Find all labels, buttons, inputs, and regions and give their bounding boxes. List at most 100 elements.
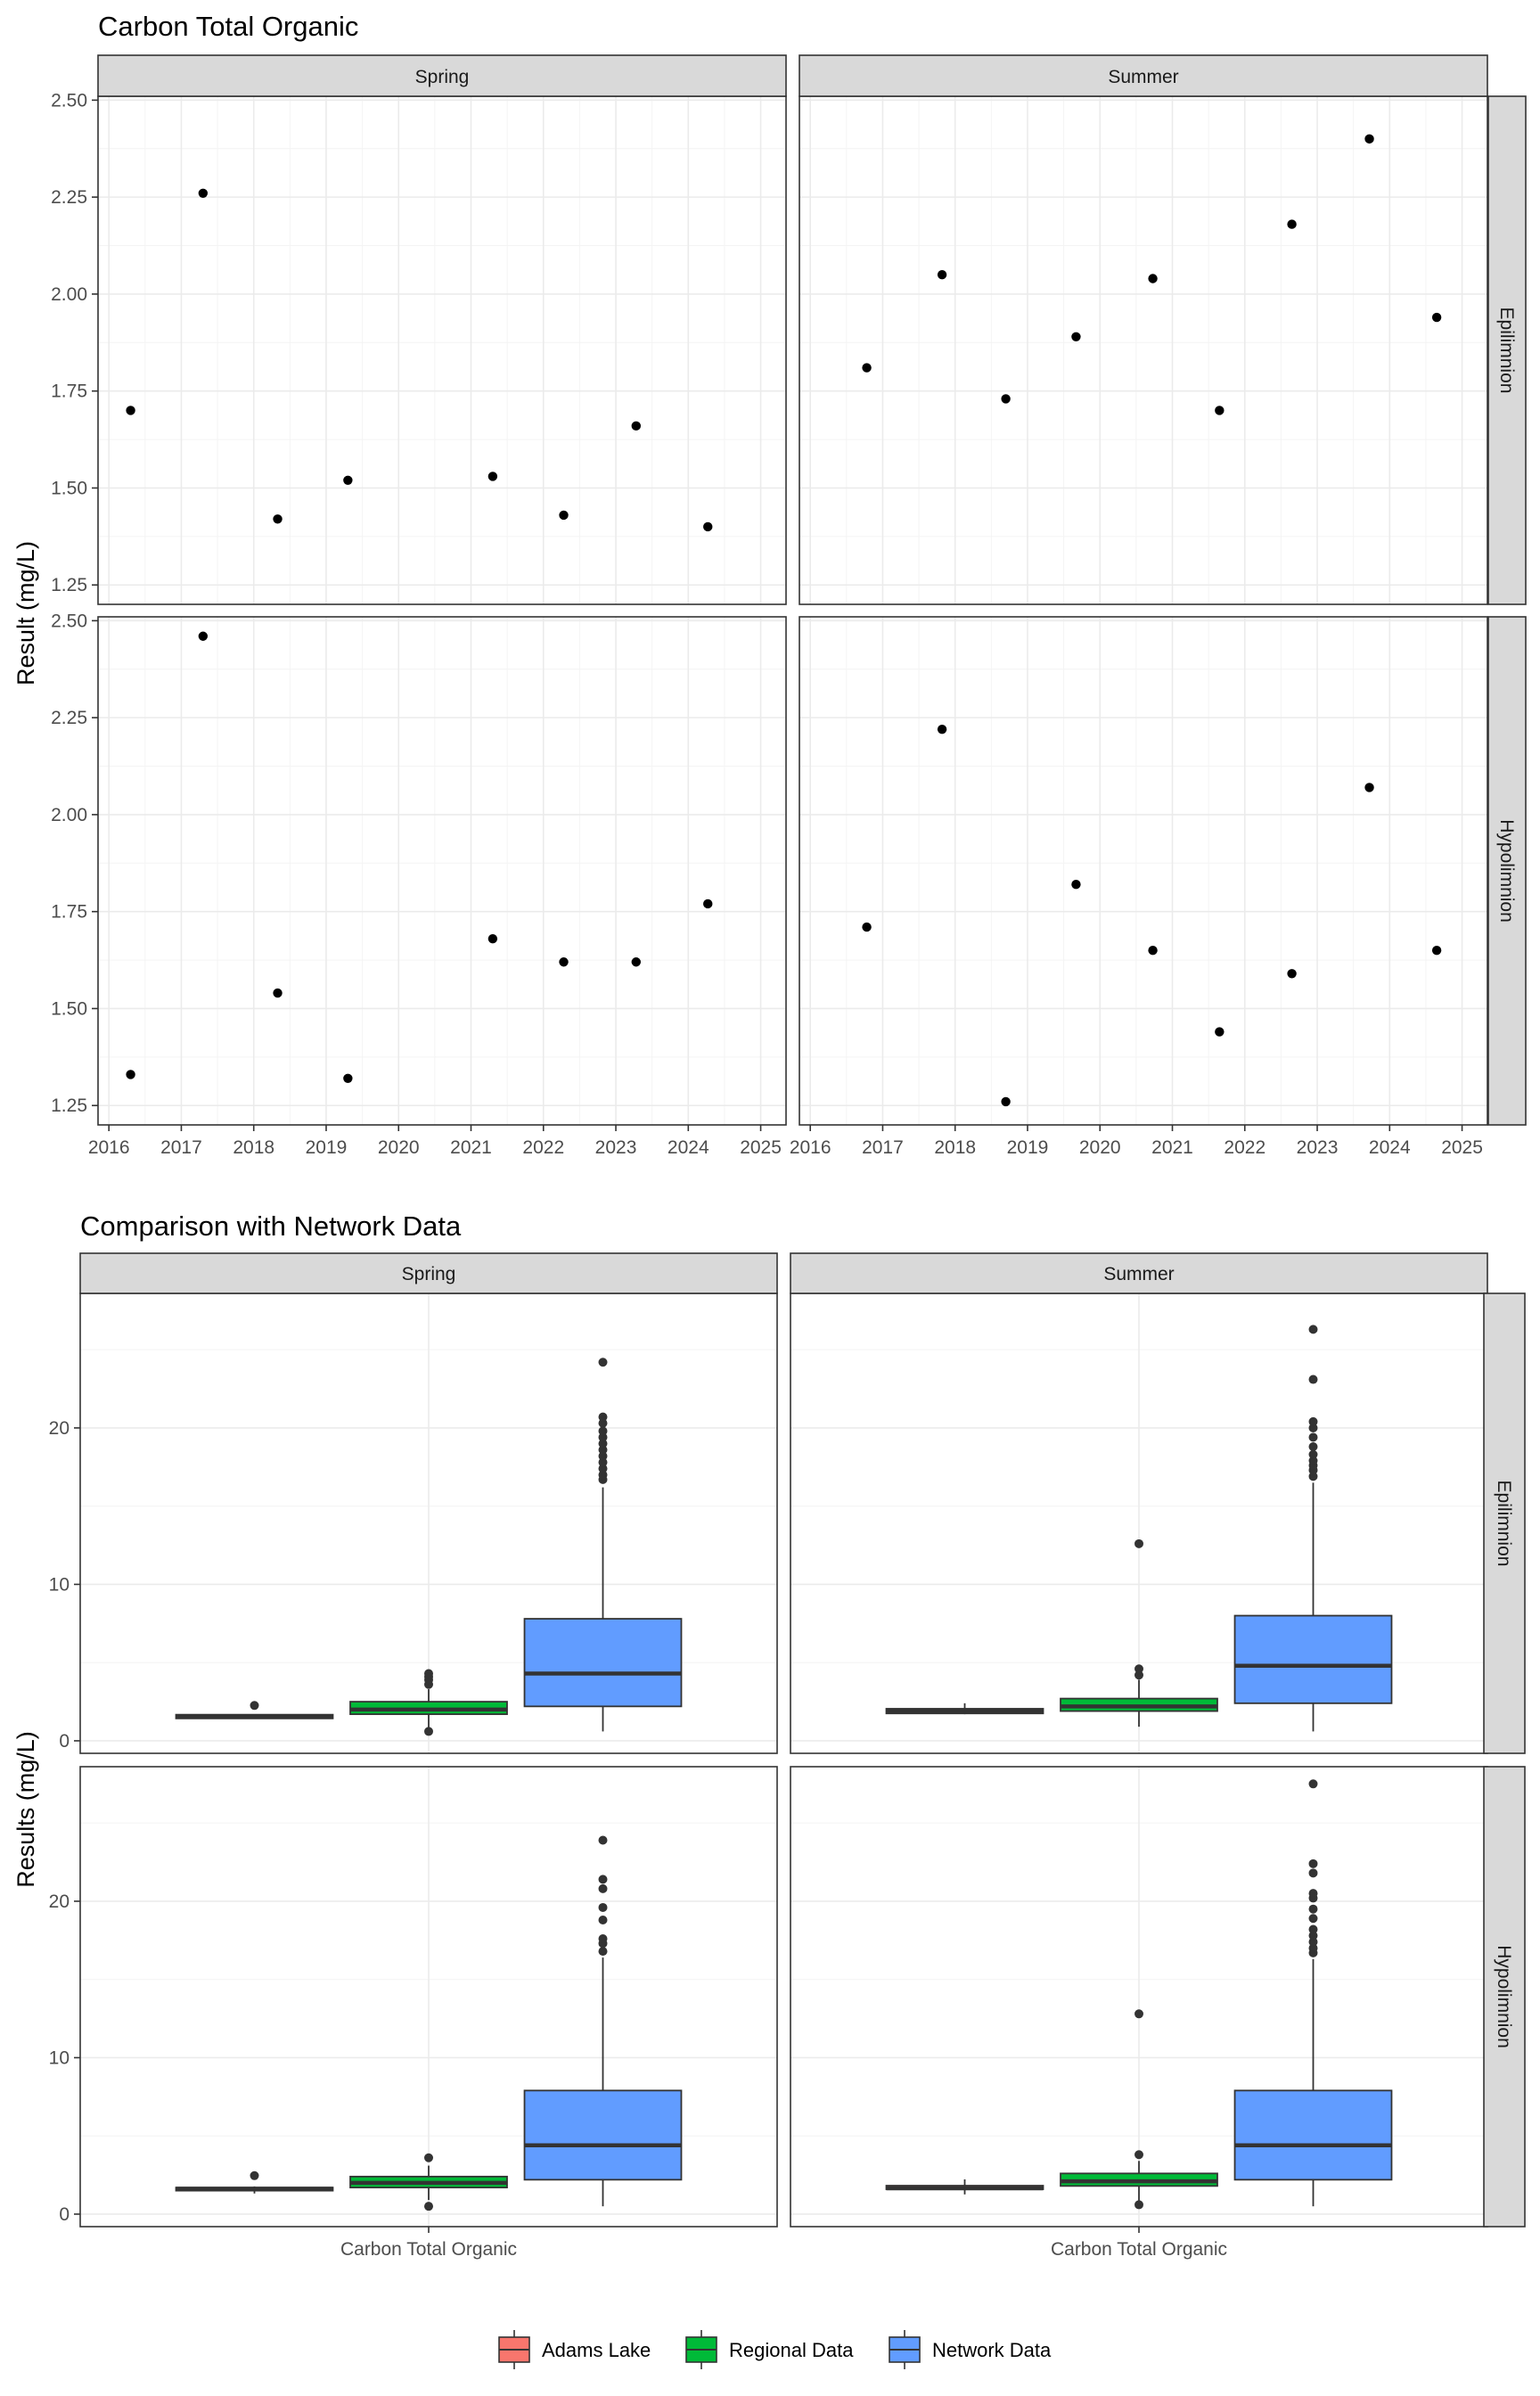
outlier-point	[1308, 1449, 1318, 1459]
outlier-point	[598, 1426, 608, 1436]
x-tick-label: 2021	[450, 1137, 492, 1158]
data-point	[1364, 134, 1374, 144]
box-body	[523, 1618, 683, 1708]
y-tick-label: 0	[59, 2204, 70, 2225]
box-panel-spring-epilimnion	[79, 1292, 778, 1754]
outlier-point	[1135, 2150, 1143, 2160]
scatter-panel-spring-hypolimnion	[97, 616, 787, 1126]
outlier-point	[1308, 1943, 1318, 1953]
data-point	[1001, 1096, 1011, 1107]
data-point	[1148, 274, 1158, 283]
x-tick-label: 2024	[1369, 1137, 1411, 1158]
outlier-point	[598, 1445, 608, 1455]
outlier-point	[1308, 1442, 1318, 1451]
strip-spring: Spring	[97, 54, 787, 97]
outlier-point	[1308, 1904, 1318, 1914]
box-regional-data	[1060, 2009, 1218, 2210]
outlier-point	[598, 1432, 608, 1442]
outlier-point	[598, 1412, 608, 1422]
data-point	[631, 957, 641, 967]
data-point	[343, 1073, 353, 1083]
data-point	[862, 922, 872, 932]
outlier-point	[424, 1727, 433, 1736]
strip-background	[1487, 95, 1527, 605]
outlier-point	[598, 1902, 608, 1912]
outlier-point	[1308, 1868, 1318, 1878]
legend-label: Adams Lake	[542, 2339, 651, 2361]
box-panel-summer-epilimnion	[790, 1292, 1488, 1754]
outlier-point	[1308, 1914, 1318, 1924]
outlier-point	[598, 1457, 608, 1467]
box-body	[1233, 2089, 1393, 2181]
data-point	[487, 472, 498, 481]
strip-background	[97, 54, 787, 97]
data-point	[1287, 219, 1297, 229]
box-adams-lake	[885, 1703, 1044, 1715]
x-tick-label: 2025	[1441, 1137, 1483, 1158]
box-regional-data	[349, 2153, 508, 2211]
y-axis-label-scatter: Result (mg/L)	[12, 541, 39, 685]
outlier-point	[598, 1934, 608, 1944]
strip-label: Hypolimnion	[1496, 819, 1517, 923]
strip-summer: Summer	[799, 54, 1488, 97]
x-tick-label: 2023	[1297, 1137, 1339, 1158]
outlier-point	[1308, 1325, 1318, 1334]
outlier-point	[1135, 1539, 1143, 1548]
y-tick-label: 10	[49, 2047, 70, 2068]
data-point	[703, 898, 713, 909]
y-tick-label: 2.25	[51, 187, 87, 208]
strip-background	[1483, 1766, 1526, 2228]
panel-background	[799, 96, 1487, 604]
outlier-point	[1308, 1859, 1318, 1868]
outlier-point	[598, 1875, 608, 1884]
data-point	[198, 188, 209, 198]
data-point	[487, 933, 498, 944]
chart-title-boxplot: Comparison with Network Data	[80, 1210, 462, 1242]
data-point	[1215, 406, 1225, 415]
outlier-point	[598, 1947, 608, 1957]
strip-label: Summer	[1103, 1264, 1174, 1284]
outlier-point	[1308, 1931, 1318, 1941]
box-network-data	[1233, 1779, 1393, 2207]
y-tick-label: 10	[49, 1574, 70, 1595]
legend-label: Regional Data	[729, 2339, 854, 2361]
box-adams-lake	[175, 1701, 334, 1719]
strip-background	[79, 1252, 778, 1294]
data-point	[559, 957, 569, 967]
y-tick-label: 1.25	[51, 575, 87, 595]
x-tick-label: 2016	[790, 1137, 831, 1158]
outlier-point	[598, 1418, 608, 1428]
data-point	[631, 421, 641, 431]
data-point	[1431, 945, 1442, 956]
box-adams-lake	[175, 2170, 334, 2194]
panel-background	[98, 96, 786, 604]
scatter-panel-summer-epilimnion	[799, 95, 1488, 605]
x-tick-label: 2022	[522, 1137, 564, 1158]
box-panel-summer-hypolimnion	[790, 1766, 1488, 2228]
data-point	[343, 475, 353, 485]
y-tick-label: 1.50	[51, 998, 87, 1019]
data-point	[1364, 783, 1374, 792]
outlier-point	[1308, 1779, 1318, 1789]
outlier-point	[598, 1916, 608, 1924]
box-network-data	[523, 1835, 683, 2207]
outlier-point	[1308, 1432, 1318, 1442]
x-tick-label: 2024	[668, 1137, 709, 1158]
x-tick-label: 2021	[1151, 1137, 1193, 1158]
outlier-point	[1308, 1924, 1318, 1934]
x-tick-label: Carbon Total Organic	[340, 2239, 517, 2260]
panel-background	[98, 617, 786, 1125]
y-axis-label-boxplot: Results (mg/L)	[12, 1731, 39, 1888]
outlier-point	[424, 2153, 433, 2162]
outlier-point	[598, 1835, 608, 1845]
data-point	[126, 406, 135, 415]
legend: Adams Lake Regional Data Network Data	[498, 2330, 1052, 2369]
outlier-point	[1308, 1472, 1318, 1481]
x-tick-label: 2025	[740, 1137, 782, 1158]
outlier-point	[1135, 2200, 1143, 2210]
strip-label: Spring	[402, 1264, 456, 1284]
data-point	[126, 1070, 135, 1079]
strip-background	[790, 1252, 1488, 1294]
strip-label: Summer	[1108, 67, 1178, 87]
